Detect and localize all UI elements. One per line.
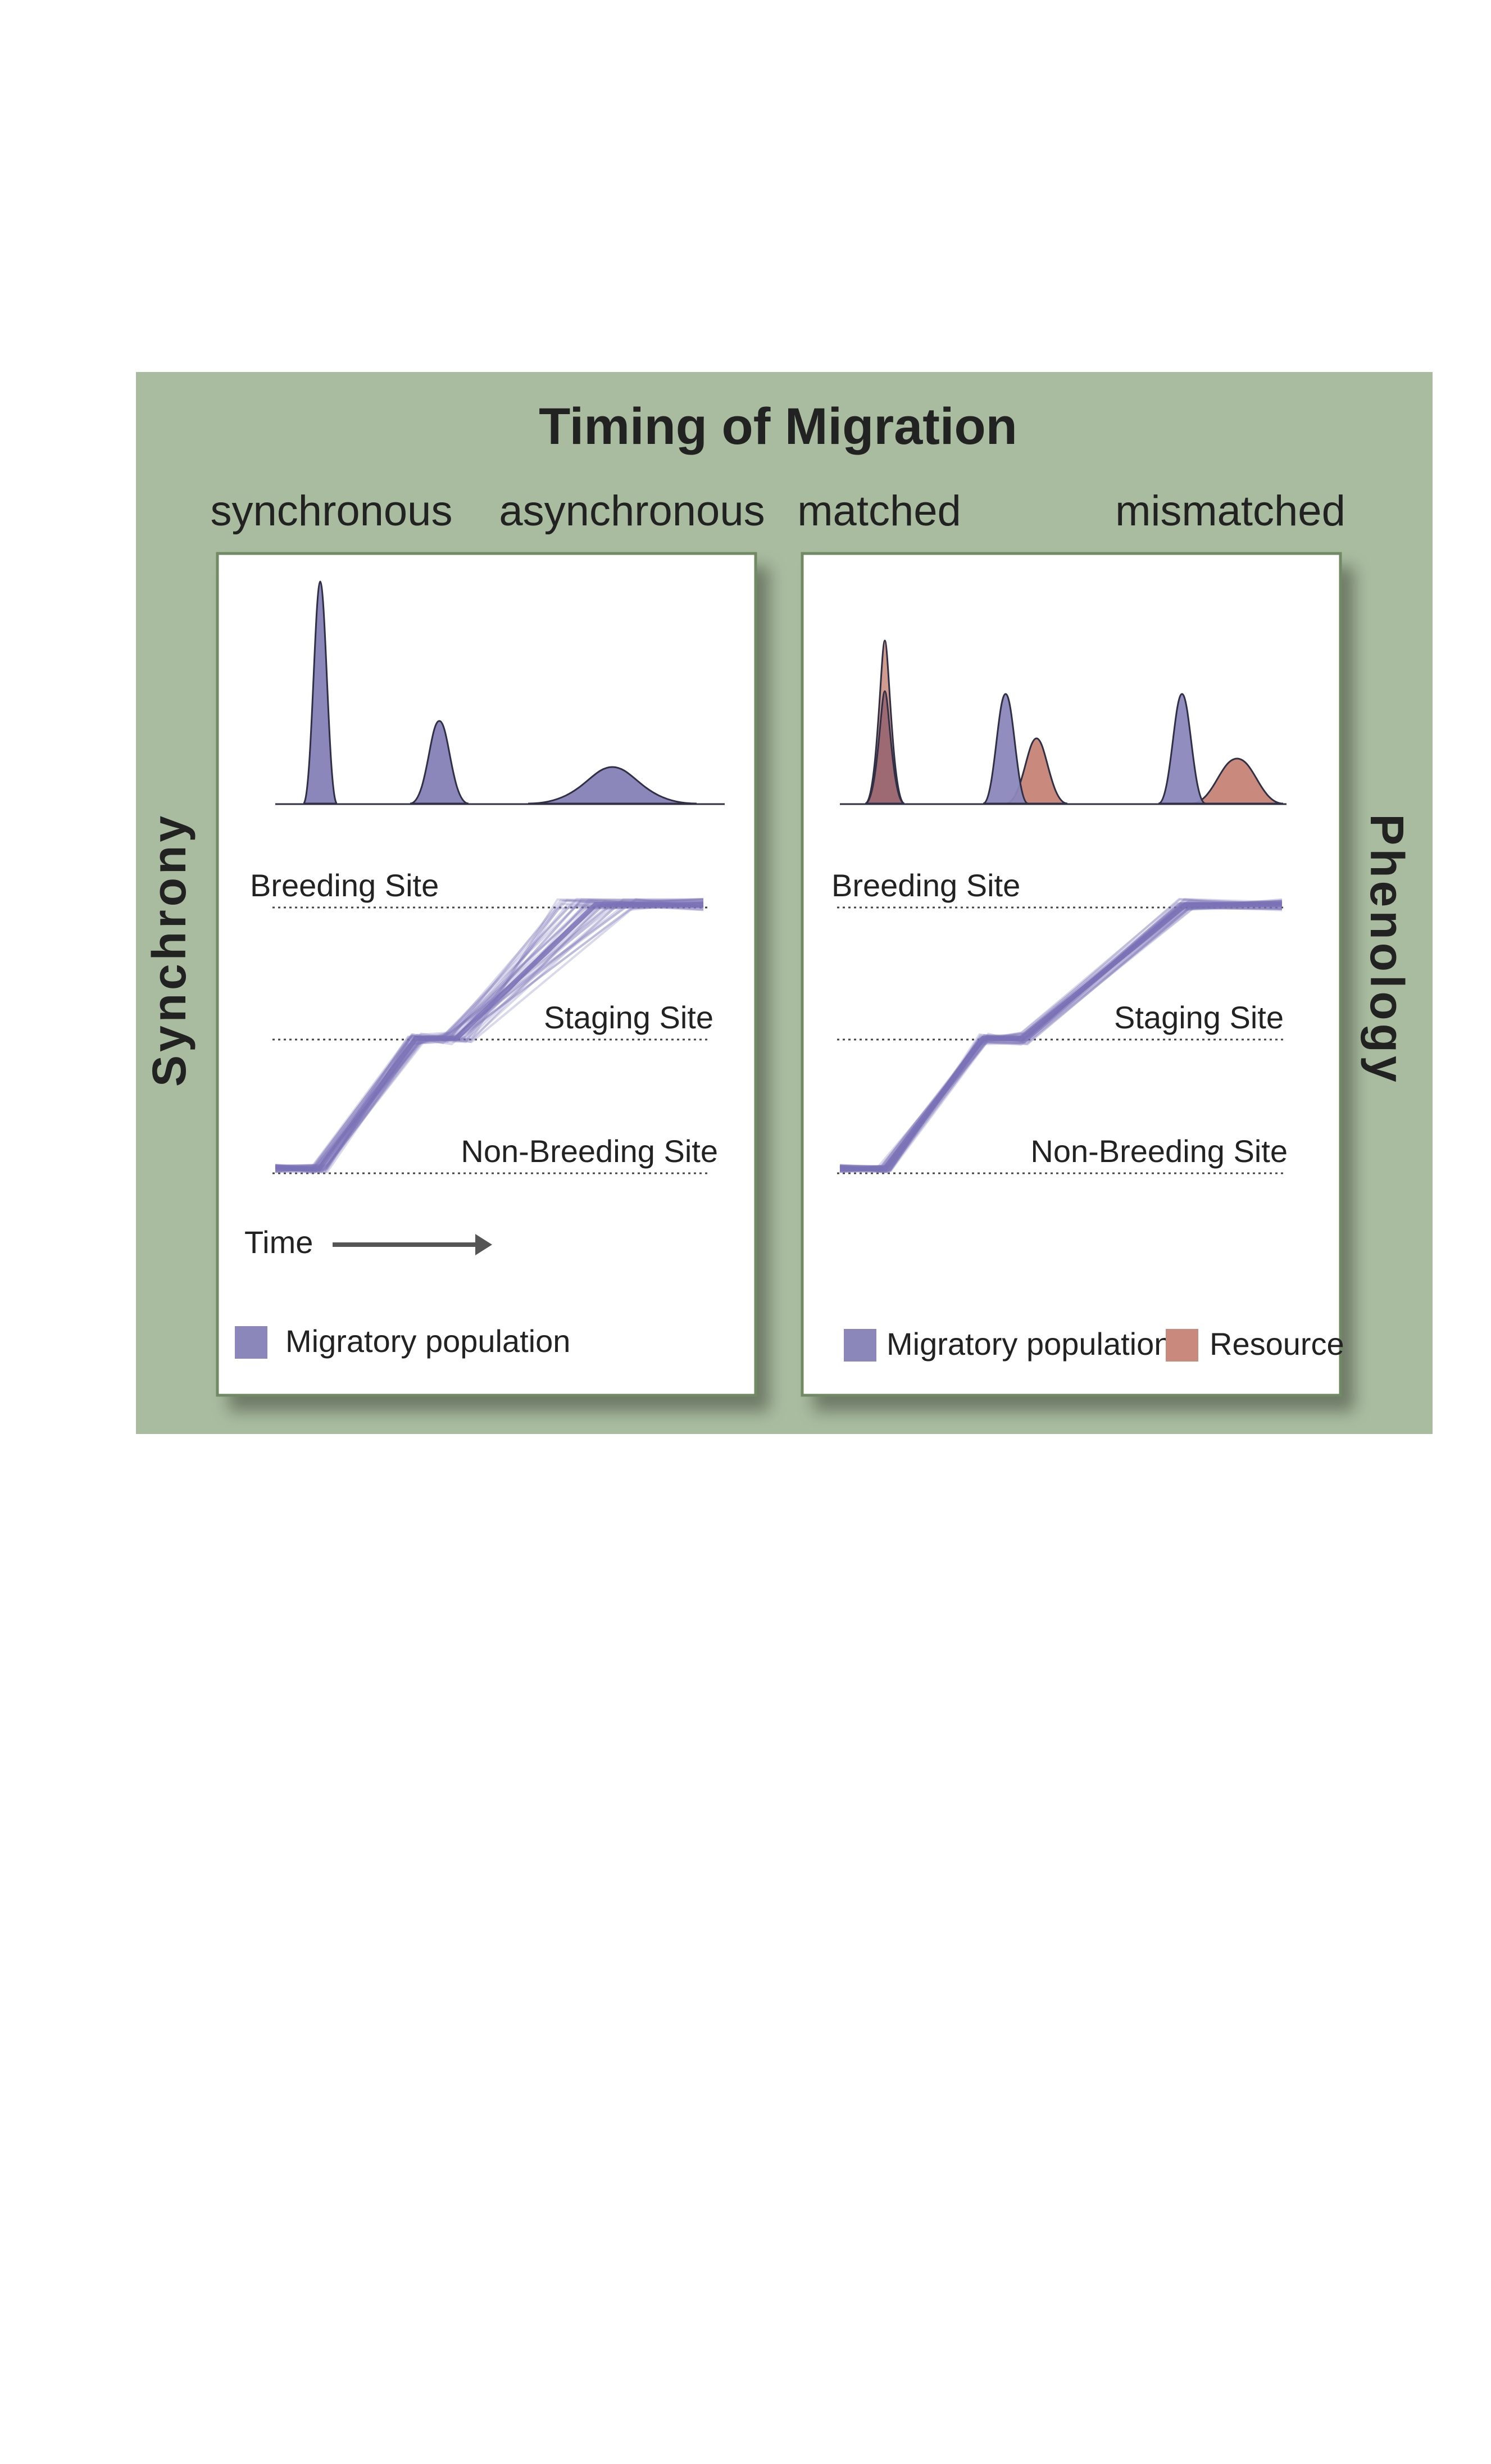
synchrony-panel: Breeding Site Staging Site Non-Breeding … [216,552,757,1397]
synchronous-distribution [302,580,338,805]
legend-label-migratory: Migratory population [285,1323,570,1359]
synchrony-distributions [275,580,725,805]
legend-swatch-migratory [844,1329,876,1362]
header-mismatched: mismatched [1115,487,1345,535]
breeding-site-label: Breeding Site [831,868,1020,903]
mean-trajectory-line [275,902,703,1172]
legend-swatch-resource [1166,1329,1198,1362]
header-asynchronous: asynchronous [499,487,765,535]
non-breeding-site-label: Non-Breeding Site [1030,1133,1288,1169]
time-arrow-head [475,1234,492,1255]
intermediate-distribution [410,720,469,805]
mean-trajectory-line [840,902,1282,1172]
phenology-panel: Breeding Site Staging Site Non-Breeding … [801,552,1344,1397]
intermediate-migratory-distribution [983,693,1029,805]
staging-site-label: Staging Site [544,1000,713,1035]
asynchronous-distribution [528,766,697,805]
header-matched: matched [797,487,961,535]
legend-label-resource: Resource [1210,1326,1344,1362]
header-synchronous: synchronous [211,487,453,535]
phenology-panel-box [801,552,1342,1397]
non-breeding-site-label: Non-Breeding Site [461,1133,718,1169]
breeding-site-label: Breeding Site [250,868,439,903]
synchrony-trajectories [275,898,704,1174]
matched-migratory-distribution [865,690,905,805]
synchrony-label: Synchrony [143,813,196,1087]
phenology-trajectories [839,898,1283,1174]
time-label: Time [244,1224,313,1260]
figure-title: Timing of Migration [539,398,1017,455]
legend-swatch-migratory [235,1326,267,1359]
phenology-distributions [840,639,1287,805]
mismatched-resource-distribution [1190,757,1284,805]
legend-label-migratory: Migratory population [887,1326,1171,1362]
mismatched-migratory-distribution [1158,693,1206,805]
synchrony-panel-box [216,552,757,1397]
phenology-label: Phenology [1361,814,1413,1085]
staging-site-label: Staging Site [1114,1000,1284,1035]
